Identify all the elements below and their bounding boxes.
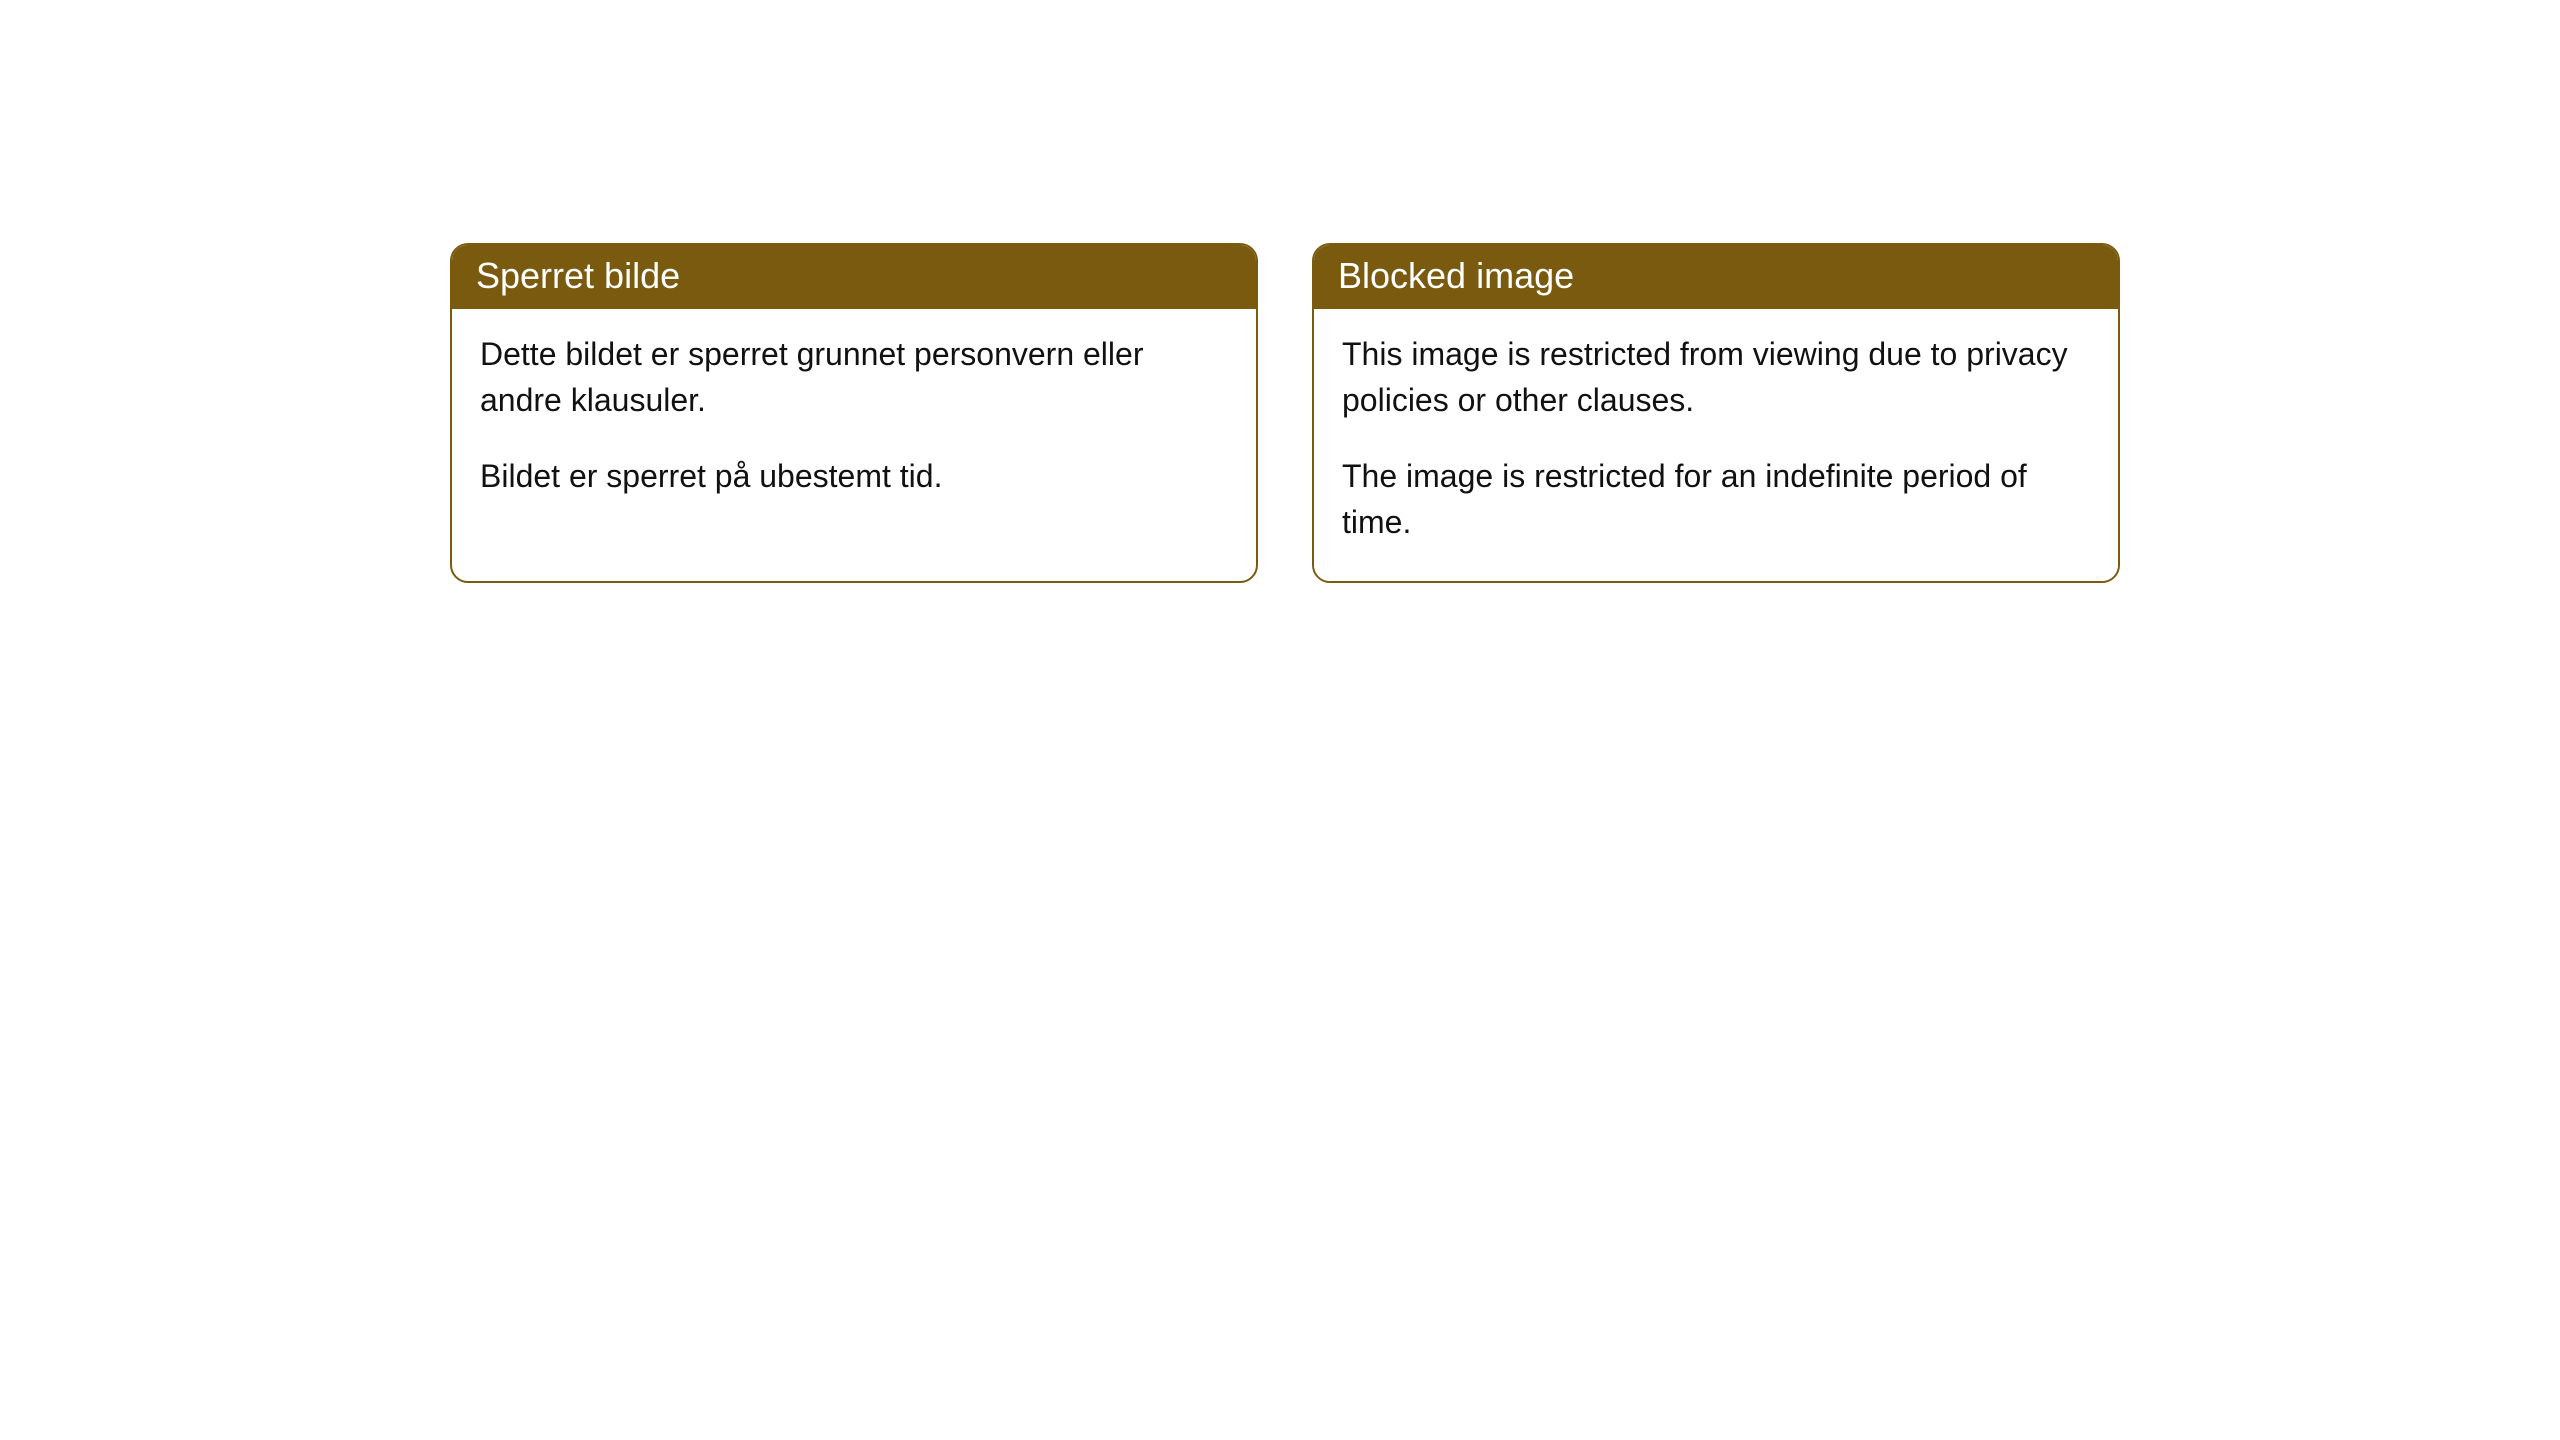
- blocked-image-card-norwegian: Sperret bilde Dette bildet er sperret gr…: [450, 243, 1258, 583]
- card-body-paragraph: Dette bildet er sperret grunnet personve…: [480, 331, 1228, 423]
- card-body-paragraph: The image is restricted for an indefinit…: [1342, 453, 2090, 545]
- card-header: Sperret bilde: [452, 245, 1256, 309]
- card-body-paragraph: Bildet er sperret på ubestemt tid.: [480, 453, 1228, 499]
- card-header: Blocked image: [1314, 245, 2118, 309]
- card-header-title: Blocked image: [1338, 255, 1574, 296]
- card-body-paragraph: This image is restricted from viewing du…: [1342, 331, 2090, 423]
- card-header-title: Sperret bilde: [476, 255, 680, 296]
- card-body: Dette bildet er sperret grunnet personve…: [452, 309, 1256, 535]
- notice-container: Sperret bilde Dette bildet er sperret gr…: [0, 0, 2560, 583]
- card-body: This image is restricted from viewing du…: [1314, 309, 2118, 581]
- blocked-image-card-english: Blocked image This image is restricted f…: [1312, 243, 2120, 583]
